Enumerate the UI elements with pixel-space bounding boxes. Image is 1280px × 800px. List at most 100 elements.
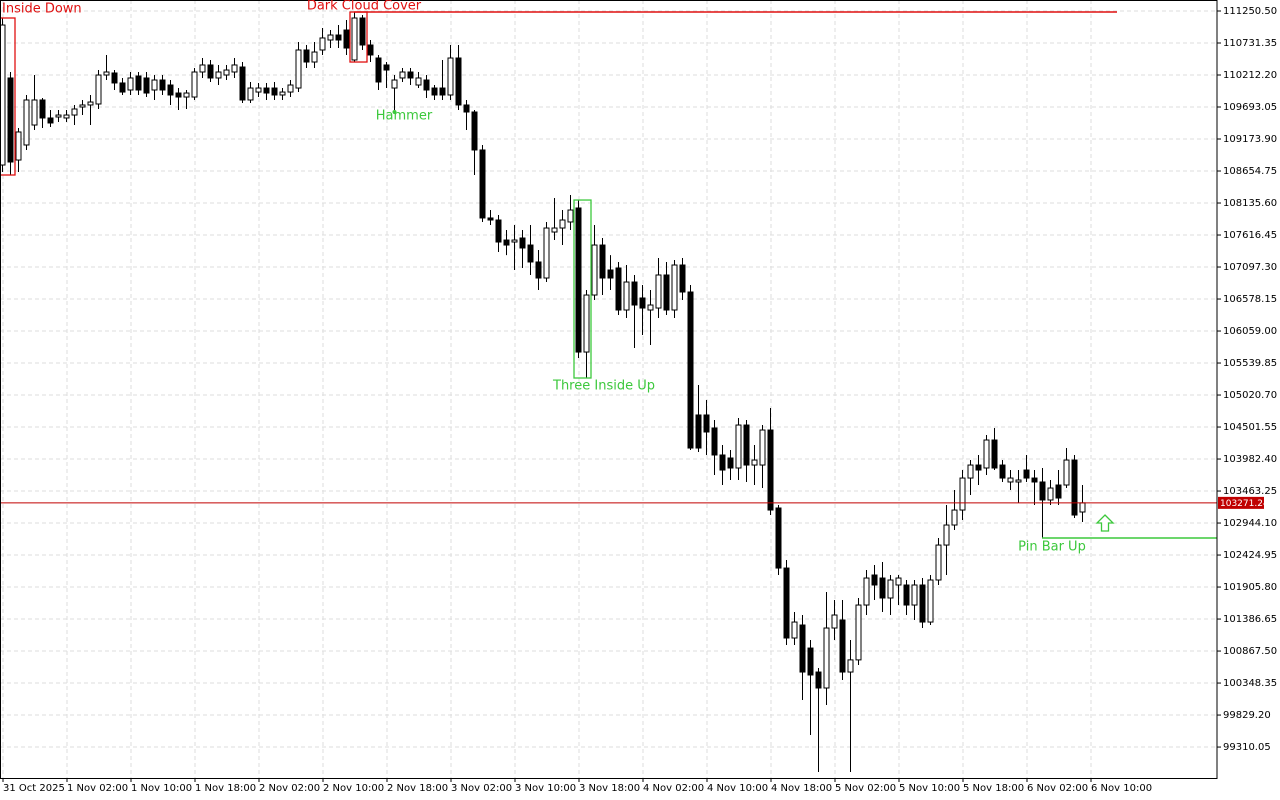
candle-body [1023, 469, 1030, 479]
candle-body [167, 84, 174, 96]
candle-body [135, 75, 142, 91]
candle-body [335, 34, 342, 41]
pattern-label: Pin Bar Up [1018, 540, 1086, 555]
candle-body [887, 579, 894, 599]
candle-body [1055, 484, 1062, 499]
candle-body [527, 244, 534, 263]
candle-body [863, 577, 870, 606]
candle-body [855, 604, 862, 661]
candle-body [263, 87, 270, 94]
candle-body [519, 237, 526, 249]
candle-body [591, 244, 598, 296]
x-tick-label: 4 Nov 02:00 [643, 783, 704, 794]
candle-body [623, 281, 630, 311]
candle-body [103, 71, 110, 76]
candle-body [119, 82, 126, 93]
candle-body [111, 72, 118, 84]
price-label: 103271.24 [1220, 499, 1269, 509]
y-tick-label: 107097.30 [1223, 262, 1277, 273]
x-tick-label: 1 Nov 02:00 [67, 783, 128, 794]
candle-body [95, 74, 102, 105]
y-tick-label: 108654.75 [1223, 166, 1277, 177]
y-tick-label: 105539.85 [1223, 358, 1277, 369]
candle-body [551, 227, 558, 233]
candle-body [671, 264, 678, 311]
signal-arrow [1095, 514, 1115, 532]
candle-body [423, 79, 430, 91]
candle-body [351, 17, 358, 61]
x-tick-label: 3 Nov 10:00 [515, 783, 576, 794]
y-tick-label: 102944.10 [1223, 518, 1277, 529]
plot-frame [0, 0, 1218, 779]
y-tick-label: 104501.55 [1223, 422, 1277, 433]
candle-body [943, 524, 950, 546]
x-tick-label: 1 Nov 10:00 [131, 783, 192, 794]
candle-body [471, 111, 478, 151]
y-tick-label: 107616.45 [1223, 230, 1277, 241]
candle-body [183, 92, 190, 98]
candle-body [271, 87, 278, 96]
x-tick-label: 5 Nov 18:00 [963, 783, 1024, 794]
candle-body [783, 567, 790, 639]
candle-body [831, 614, 838, 629]
candle-body [175, 92, 182, 98]
candle-body [975, 464, 982, 471]
pattern-label: Three Inside Up [552, 379, 655, 394]
pattern-box [573, 199, 592, 379]
candle-body [959, 477, 966, 511]
candle-body [479, 149, 486, 219]
candle-body [343, 29, 350, 49]
candle-body [431, 87, 438, 96]
y-tick-label: 110212.20 [1223, 70, 1277, 81]
y-tick-label: 103463.25 [1223, 486, 1277, 497]
candle-body [607, 269, 614, 279]
candle-body [1079, 502, 1086, 513]
candle-body [319, 37, 326, 51]
candle-body [695, 414, 702, 449]
candle-body [495, 219, 502, 243]
candle-body [639, 297, 646, 309]
candle-body [239, 66, 246, 101]
y-tick-label: 101386.65 [1223, 614, 1277, 625]
candle-body [743, 424, 750, 466]
candle-body [1063, 459, 1070, 486]
candle-body [295, 49, 302, 89]
candle-body [1071, 459, 1078, 516]
candle-body [815, 671, 822, 689]
candle-body [919, 584, 926, 623]
y-tick-label: 103982.40 [1223, 454, 1277, 465]
pattern-marker [392, 109, 397, 114]
pattern-label: Hammer [376, 109, 433, 124]
x-tick-label: 2 Nov 10:00 [323, 783, 384, 794]
y-tick-label: 111250.50 [1223, 6, 1277, 17]
candle-body [727, 457, 734, 469]
x-tick-label: 4 Nov 10:00 [707, 783, 768, 794]
candle-body [223, 69, 230, 76]
axes: 111250.50 110731.35 110212.20 109693.05 1091… [2, 6, 1277, 794]
candle-body [927, 579, 934, 623]
candle-body [879, 577, 886, 599]
candle-body [999, 464, 1006, 479]
candle-body [775, 507, 782, 569]
candle-body [735, 424, 742, 469]
candle-body [615, 267, 622, 311]
candle-body [375, 57, 382, 83]
y-tick-label: 109173.90 [1223, 134, 1277, 145]
candle-body [983, 439, 990, 469]
candle-body [687, 291, 694, 449]
y-tick-label: 106578.15 [1223, 294, 1277, 305]
y-tick-label: 105020.70 [1223, 390, 1277, 401]
candle-body [911, 584, 918, 606]
candle-body [447, 57, 454, 96]
candle-body [1031, 477, 1038, 483]
candle-body [503, 239, 510, 246]
pattern-box [0, 17, 16, 176]
candle-body [1015, 479, 1022, 483]
candle-body [231, 64, 238, 73]
candle-body [903, 584, 910, 606]
y-tick-label: 102424.95 [1223, 550, 1277, 561]
candle-body [367, 44, 374, 56]
grid [0, 0, 1217, 778]
candle-body [255, 87, 262, 93]
